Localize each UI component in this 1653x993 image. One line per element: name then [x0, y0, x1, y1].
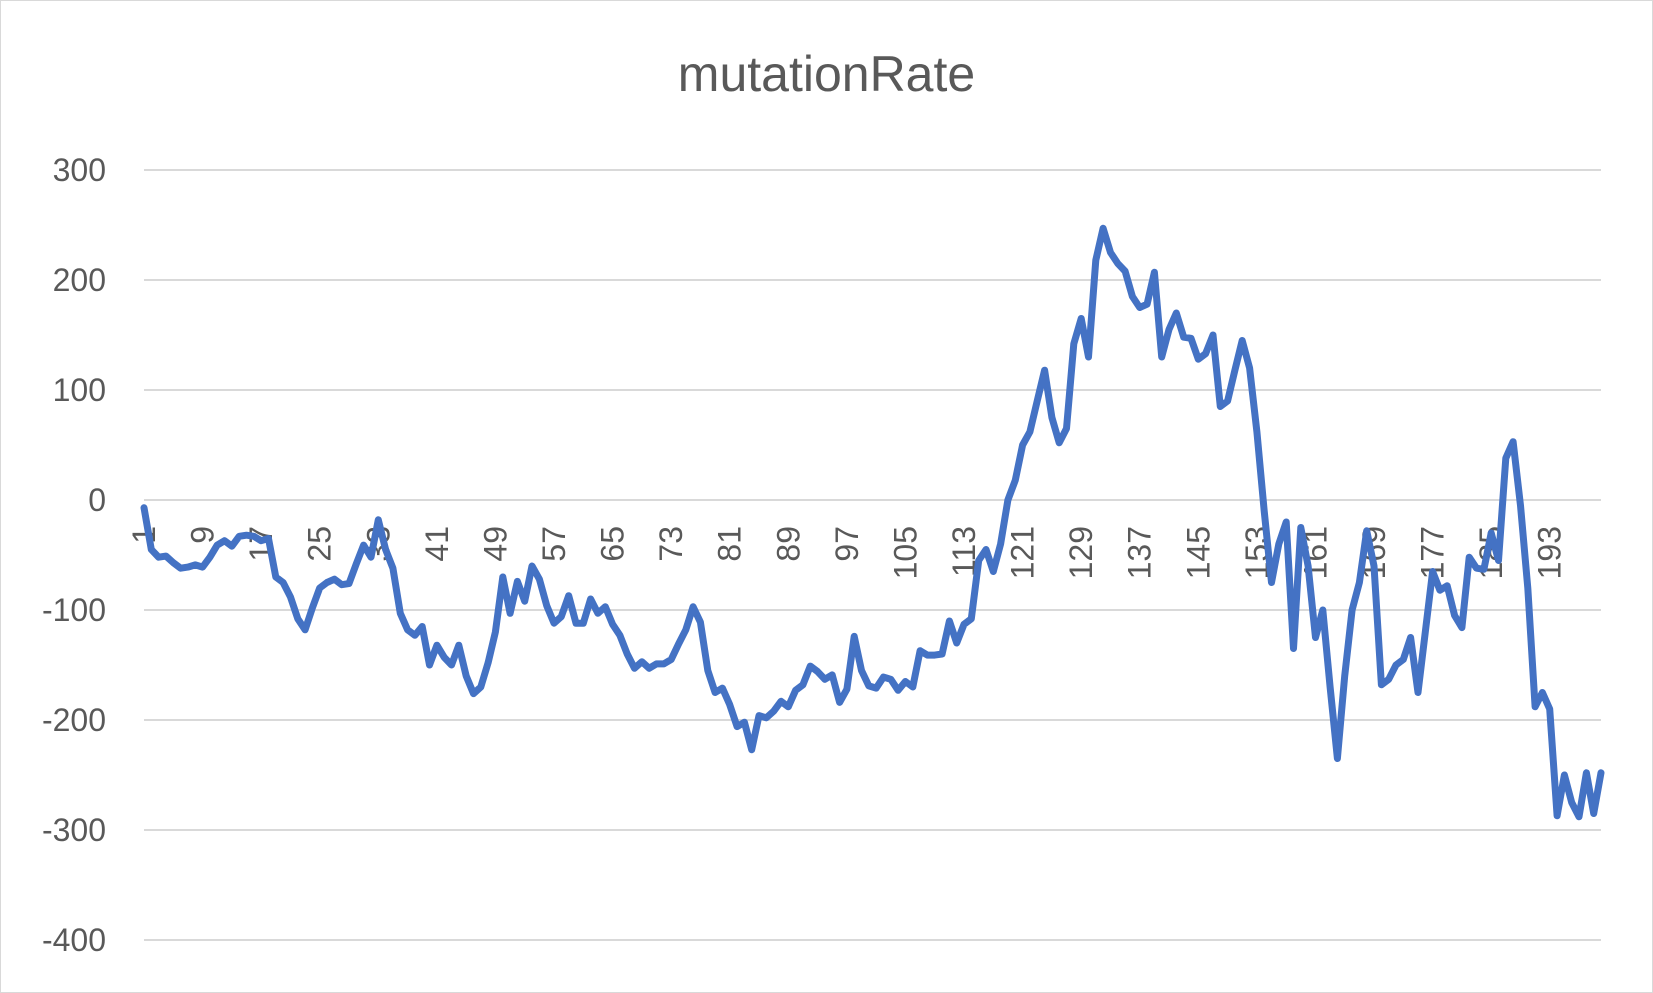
- series-line: [140, 224, 1605, 821]
- x-tick-label: 105: [887, 526, 923, 579]
- x-axis-ticks: 1 9 17 25 33 41 49 57 65 73 81 89 97 105 113 121 129 137 1…: [126, 526, 1568, 579]
- x-tick-label: 57: [536, 526, 572, 562]
- y-tick-label: -200: [42, 702, 106, 738]
- x-tick-label: 97: [829, 526, 865, 562]
- x-tick-label: 89: [770, 526, 806, 562]
- x-tick-label: 129: [1063, 526, 1099, 579]
- x-tick-label: 9: [185, 526, 221, 544]
- y-tick-label: -300: [42, 812, 106, 848]
- gridlines: [144, 169, 1601, 941]
- y-tick-label: 100: [53, 372, 106, 408]
- y-tick-label: -100: [42, 592, 106, 628]
- y-tick-label: 0: [88, 482, 106, 518]
- y-tick-label: 300: [53, 152, 106, 188]
- x-tick-label: 145: [1180, 526, 1216, 579]
- x-tick-label: 81: [712, 526, 748, 562]
- chart-title: mutationRate: [677, 46, 976, 102]
- x-tick-label: 193: [1532, 526, 1568, 579]
- y-tick-label: -400: [42, 922, 106, 958]
- x-tick-label: 65: [595, 526, 631, 562]
- x-tick-label: 41: [419, 526, 455, 562]
- x-tick-label: 25: [302, 526, 338, 562]
- x-tick-label: 73: [653, 526, 689, 562]
- x-tick-label: 49: [477, 526, 513, 562]
- y-tick-label: 200: [53, 262, 106, 298]
- x-tick-label: 137: [1122, 526, 1158, 579]
- x-tick-label: 121: [1005, 526, 1041, 579]
- y-axis-ticks: 300 200 100 0 -100 -200 -300 -400: [42, 152, 106, 958]
- series-layer: [140, 224, 1605, 821]
- x-tick-label: 1: [126, 526, 162, 544]
